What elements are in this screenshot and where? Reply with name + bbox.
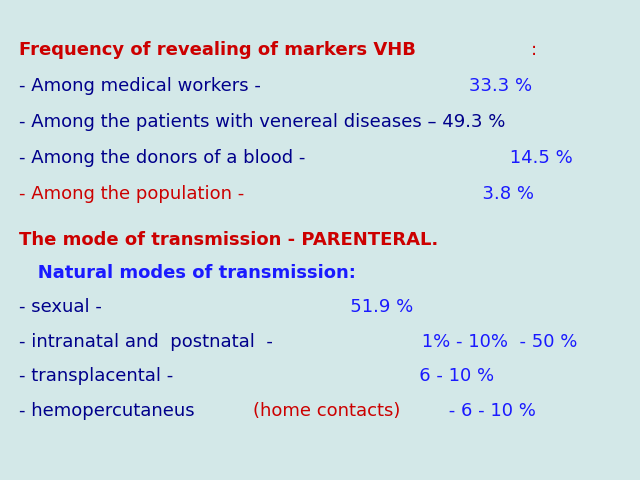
Text: Frequency of revealing of markers VHB: Frequency of revealing of markers VHB: [19, 41, 416, 60]
Text: 3.8 %: 3.8 %: [310, 185, 534, 204]
Text: - Among the population -: - Among the population -: [19, 185, 244, 204]
Text: 6 - 10 %: 6 - 10 %: [218, 367, 494, 385]
Text: - intranatal and  postnatal  -: - intranatal and postnatal -: [19, 333, 273, 351]
Text: 1% - 10%  - 50 %: 1% - 10% - 50 %: [347, 333, 577, 351]
Text: - transplacental -: - transplacental -: [19, 367, 173, 385]
Text: Natural modes of transmission:: Natural modes of transmission:: [19, 264, 356, 282]
Text: (home contacts): (home contacts): [253, 402, 401, 420]
Text: 51.9 %: 51.9 %: [126, 298, 413, 316]
Text: The mode of transmission - PARENTERAL.: The mode of transmission - PARENTERAL.: [19, 231, 438, 249]
Text: - 6 - 10 %: - 6 - 10 %: [444, 402, 536, 420]
Text: - hemopercutaneus: - hemopercutaneus: [19, 402, 200, 420]
Text: - sexual -: - sexual -: [19, 298, 102, 316]
Text: :: :: [531, 41, 538, 60]
Text: - Among the patients with venereal diseases – 49.3 %: - Among the patients with venereal disea…: [19, 113, 506, 132]
Text: - Among the donors of a blood -: - Among the donors of a blood -: [19, 149, 305, 168]
Text: - Among medical workers -: - Among medical workers -: [19, 77, 261, 96]
Text: 33.3 %: 33.3 %: [332, 77, 532, 96]
Text: 14.5 %: 14.5 %: [388, 149, 572, 168]
